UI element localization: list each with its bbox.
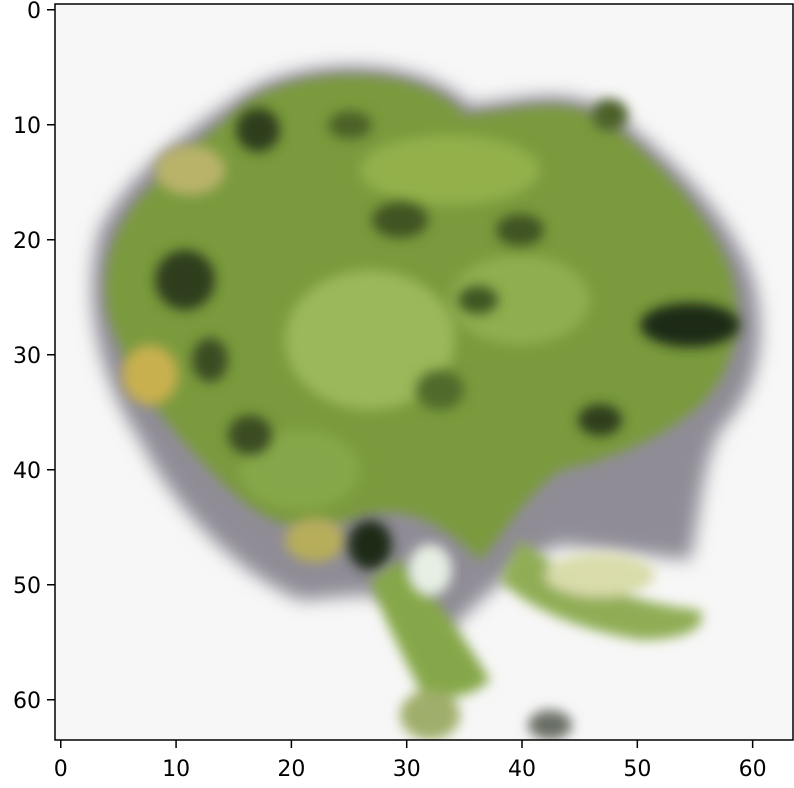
y-tick-label: 60 xyxy=(13,689,41,714)
y-tick-label: 0 xyxy=(27,0,41,24)
x-tick-label: 50 xyxy=(623,757,651,782)
x-tick-label: 20 xyxy=(277,757,305,782)
x-tick-label: 40 xyxy=(508,757,536,782)
x-axis: 0 10 20 30 40 50 60 xyxy=(54,740,767,782)
frog-legs xyxy=(370,540,702,740)
y-tick-label: 20 xyxy=(13,229,41,254)
x-tick-label: 10 xyxy=(162,757,190,782)
frog-yellow-patches xyxy=(122,145,345,562)
y-tick-label: 40 xyxy=(13,459,41,484)
y-axis: 0 10 20 30 40 50 60 xyxy=(13,0,55,714)
x-tick-label: 60 xyxy=(739,757,767,782)
frog-image xyxy=(92,66,760,740)
y-tick-label: 50 xyxy=(13,574,41,599)
frog-spots xyxy=(155,99,740,570)
frog-highlights xyxy=(240,135,590,510)
image-area xyxy=(55,4,793,740)
y-tick-label: 10 xyxy=(13,114,41,139)
x-tick-label: 0 xyxy=(54,757,68,782)
frog-gap xyxy=(408,544,452,596)
x-tick-label: 30 xyxy=(393,757,421,782)
axes-frame xyxy=(54,3,794,741)
y-tick-label: 30 xyxy=(13,344,41,369)
